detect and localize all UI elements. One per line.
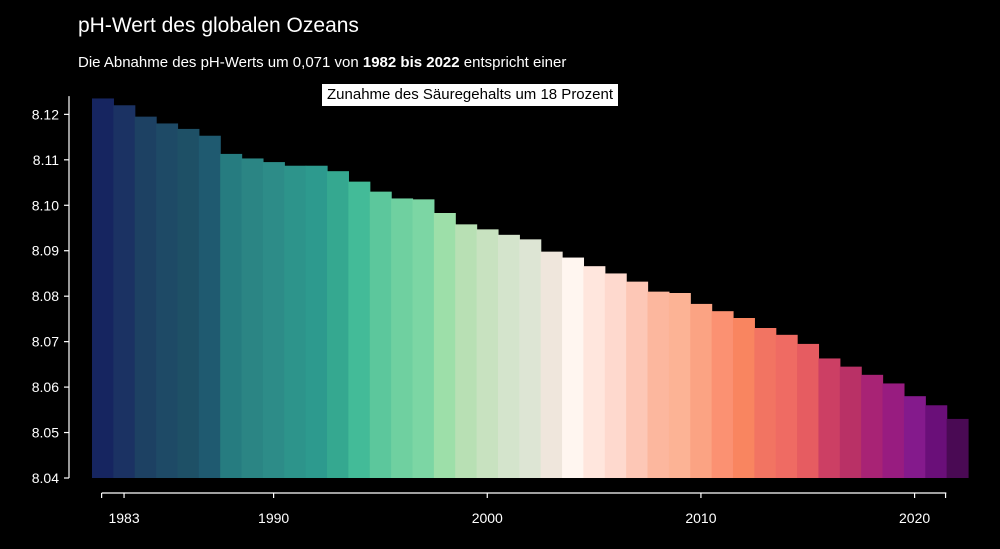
y-tick-label: 8.08	[32, 288, 59, 304]
x-axis: 1983 1990 2000 2010 2020	[101, 492, 947, 526]
bar-1994	[348, 181, 371, 478]
y-tick-label: 8.05	[32, 425, 59, 441]
bar-2001	[497, 234, 520, 478]
x-tick-label: 2010	[685, 510, 716, 526]
bar-1985	[156, 123, 179, 478]
bar-2018	[861, 374, 884, 478]
bar-1989	[241, 158, 264, 478]
y-tick-label: 8.06	[32, 379, 59, 395]
chart-title: pH-Wert des globalen Ozeans	[78, 14, 359, 37]
bar-1986	[177, 128, 200, 478]
y-axis: 8.04 8.05 8.06 8.07 8.08 8.09 8.10 8.11 8.12	[32, 96, 70, 486]
bar-2021	[925, 405, 948, 478]
bar-1982	[92, 98, 114, 478]
bar-2000	[476, 229, 499, 478]
bar-1998	[433, 213, 456, 478]
x-tick-label: 1983	[108, 510, 139, 526]
bar-1993	[327, 171, 349, 478]
bar-1984	[134, 116, 157, 478]
highlight-label: Zunahme des Säuregehalts um 18 Prozent	[322, 84, 619, 106]
bar-2007	[626, 281, 649, 478]
bar-1991	[284, 165, 307, 479]
bars-group	[92, 98, 969, 479]
bar-2014	[775, 334, 798, 478]
bar-2005	[583, 266, 606, 478]
bar-1983	[113, 105, 136, 479]
chart-subtitle: Die Abnahme des pH-Werts um 0,071 von 19…	[78, 54, 566, 71]
bar-1997	[412, 199, 435, 479]
bar-2011	[711, 311, 734, 478]
subtitle-bold: 1982 bis 2022	[362, 54, 460, 71]
bar-2002	[519, 239, 542, 478]
bar-2010	[690, 303, 713, 478]
bar-2020	[903, 396, 926, 478]
bar-2006	[604, 273, 627, 478]
y-tick-label: 8.12	[32, 106, 59, 122]
bar-2003	[540, 251, 563, 478]
y-tick-label: 8.04	[32, 470, 59, 486]
x-tick-label: 2020	[899, 510, 930, 526]
bar-2019	[882, 383, 905, 478]
bar-1987	[198, 135, 221, 479]
bar-1992	[305, 165, 328, 479]
y-tick-label: 8.09	[32, 243, 59, 259]
y-tick-label: 8.07	[32, 334, 59, 350]
bar-2009	[668, 293, 691, 478]
bar-2013	[754, 328, 777, 478]
bar-1995	[369, 191, 392, 478]
bar-1999	[455, 224, 478, 478]
x-tick-label: 2000	[472, 510, 503, 526]
subtitle-part1: Die Abnahme des pH-Werts um 0,071 von	[78, 54, 363, 71]
y-tick-label: 8.11	[33, 152, 59, 168]
bar-2022	[946, 418, 969, 478]
bar-2008	[647, 291, 670, 478]
bar-1996	[391, 198, 414, 478]
bar-1990	[262, 162, 285, 478]
y-tick-label: 8.10	[32, 197, 59, 213]
bar-2004	[562, 257, 585, 478]
bar-1988	[220, 153, 243, 478]
bar-2012	[732, 318, 755, 478]
subtitle-part2: entspricht einer	[459, 54, 567, 71]
bar-2016	[818, 358, 841, 478]
bar-2017	[839, 366, 862, 478]
x-tick-label: 1990	[258, 510, 289, 526]
bar-2015	[797, 343, 820, 478]
